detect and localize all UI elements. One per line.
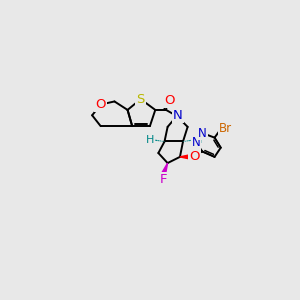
Text: O: O bbox=[95, 98, 106, 111]
Text: H: H bbox=[146, 135, 154, 145]
Text: O: O bbox=[189, 150, 200, 163]
Text: Br: Br bbox=[219, 122, 232, 135]
Text: N: N bbox=[192, 136, 200, 149]
Text: S: S bbox=[136, 93, 145, 106]
Polygon shape bbox=[161, 163, 168, 176]
Text: H: H bbox=[194, 135, 202, 145]
Text: N: N bbox=[198, 127, 207, 140]
Text: F: F bbox=[160, 173, 167, 186]
Text: N: N bbox=[173, 109, 182, 122]
Text: O: O bbox=[164, 94, 174, 107]
Polygon shape bbox=[180, 154, 191, 159]
